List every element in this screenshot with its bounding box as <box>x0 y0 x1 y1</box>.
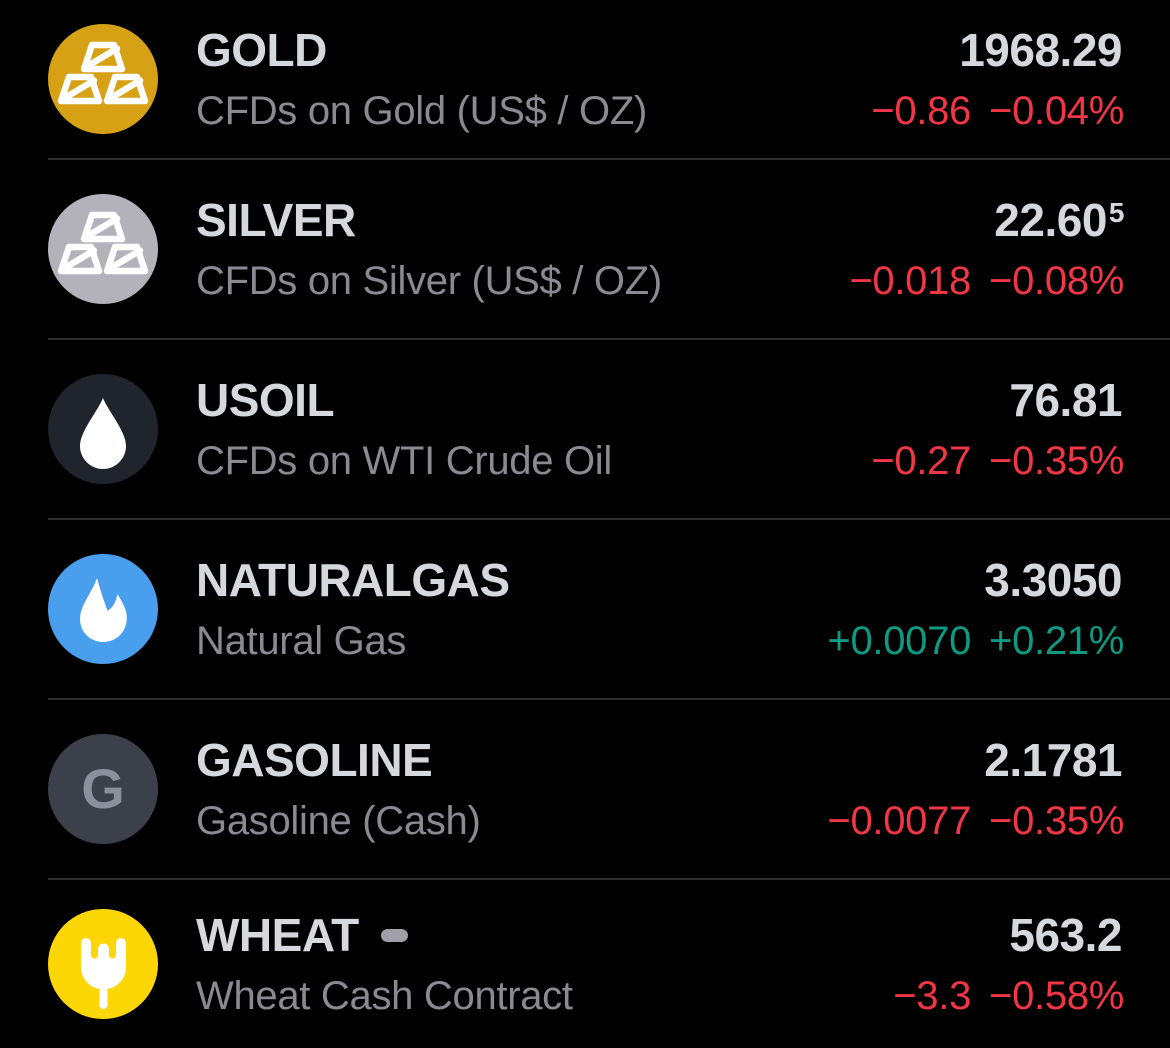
change-percent: +0.21% <box>989 619 1124 663</box>
change-value: −0.27 <box>871 439 972 483</box>
letter-g-icon: G <box>48 734 158 844</box>
watchlist-row-gasoline[interactable]: G GASOLINE Gasoline (Cash) 2.1781 −0.007… <box>0 700 1170 878</box>
last-price: 1968.29 <box>959 24 1122 76</box>
row-divider <box>48 698 1170 700</box>
symbol-info: NATURALGAS Natural Gas <box>196 553 827 665</box>
symbol-description: Wheat Cash Contract <box>196 974 573 1018</box>
quote-info: 22.605 −0.018 −0.08% <box>849 193 1124 305</box>
quote-info: 76.81 −0.27 −0.35% <box>871 373 1124 485</box>
symbol-name: NATURALGAS <box>196 554 510 606</box>
change-value: −0.018 <box>849 259 972 303</box>
quote-info: 2.1781 −0.0077 −0.35% <box>827 733 1124 845</box>
market-status-dash-icon <box>380 928 408 942</box>
letter-g-glyph: G <box>81 757 125 820</box>
last-price: 76.81 <box>1009 374 1122 426</box>
row-divider <box>48 878 1170 880</box>
change-percent: −0.58% <box>989 974 1124 1018</box>
last-price: 22.60 <box>994 194 1107 246</box>
quote-info: 3.3050 +0.0070 +0.21% <box>827 553 1124 665</box>
quote-info: 1968.29 −0.86 −0.04% <box>871 23 1124 135</box>
watchlist-row-wheat[interactable]: WHEAT Wheat Cash Contract 563.2 −3.3 −0.5… <box>0 880 1170 1048</box>
change-value: +0.0070 <box>827 619 972 663</box>
symbol-description: CFDs on Silver (US$ / OZ) <box>196 259 662 303</box>
symbol-name: SILVER <box>196 194 356 246</box>
watchlist-row-gold[interactable]: GOLD CFDs on Gold (US$ / OZ) 1968.29 −0.… <box>0 0 1170 158</box>
watchlist-row-naturalgas[interactable]: NATURALGAS Natural Gas 3.3050 +0.0070 +0.… <box>0 520 1170 698</box>
symbol-info: GASOLINE Gasoline (Cash) <box>196 733 827 845</box>
row-divider <box>48 158 1170 160</box>
change-percent: −0.04% <box>989 89 1124 133</box>
gold-bars-icon <box>48 24 158 134</box>
symbol-name: GASOLINE <box>196 734 433 786</box>
symbol-description: Natural Gas <box>196 619 407 663</box>
symbol-description: Gasoline (Cash) <box>196 799 481 843</box>
change-value: −3.3 <box>893 974 972 1018</box>
watchlist-row-usoil[interactable]: USOIL CFDs on WTI Crude Oil 76.81 −0.27−… <box>0 340 1170 518</box>
symbol-info: WHEAT Wheat Cash Contract <box>196 908 893 1020</box>
change-percent: −0.35% <box>989 439 1124 483</box>
change-percent: −0.08% <box>989 259 1124 303</box>
last-price: 563.2 <box>1009 909 1122 961</box>
symbol-description: CFDs on Gold (US$ / OZ) <box>196 89 647 133</box>
row-divider <box>48 338 1170 340</box>
change-percent: −0.35% <box>989 799 1124 843</box>
oil-drop-icon <box>48 374 158 484</box>
symbol-info: USOIL CFDs on WTI Crude Oil <box>196 373 871 485</box>
symbol-name: GOLD <box>196 24 327 76</box>
watchlist-row-silver[interactable]: SILVER CFDs on Silver (US$ / OZ) 22.605 … <box>0 160 1170 338</box>
silver-bars-icon <box>48 194 158 304</box>
quote-info: 563.2 −3.3 −0.58% <box>893 908 1124 1020</box>
row-divider <box>48 518 1170 520</box>
price-fraction-sup: 5 <box>1108 197 1125 228</box>
wheat-grain-icon <box>48 909 158 1019</box>
symbol-name: WHEAT <box>196 909 359 961</box>
flame-icon <box>48 554 158 664</box>
last-price: 3.3050 <box>984 554 1122 606</box>
symbol-name: USOIL <box>196 374 335 426</box>
last-price: 2.1781 <box>984 734 1122 786</box>
change-value: −0.0077 <box>827 799 972 843</box>
symbol-info: GOLD CFDs on Gold (US$ / OZ) <box>196 23 871 135</box>
change-value: −0.86 <box>871 89 972 133</box>
symbol-info: SILVER CFDs on Silver (US$ / OZ) <box>196 193 849 305</box>
symbol-description: CFDs on WTI Crude Oil <box>196 439 612 483</box>
